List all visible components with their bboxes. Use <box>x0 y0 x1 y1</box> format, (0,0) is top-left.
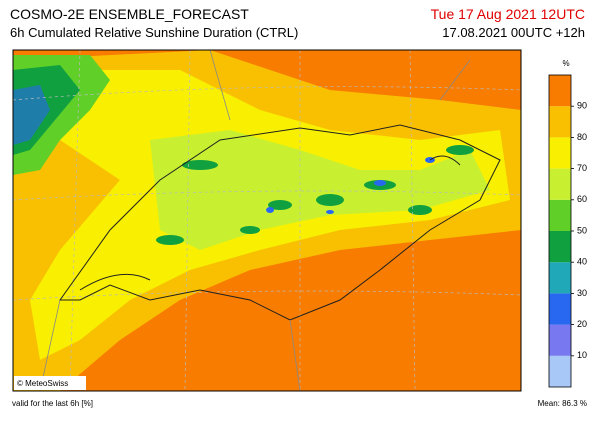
footer-note: valid for the last 6h [%] <box>12 399 93 408</box>
colorbar-tick-label: 90 <box>577 101 587 111</box>
colorbar-tick-label: 30 <box>577 288 587 298</box>
colorbar-swatch <box>549 106 571 138</box>
credit: © MeteoSwiss <box>17 379 68 388</box>
title: COSMO-2E ENSEMBLE_FORECAST <box>10 6 249 22</box>
valid-time: Tue 17 Aug 2021 12UTC <box>431 6 585 22</box>
map: © MeteoSwiss <box>12 49 522 392</box>
colorbar-tick-label: 60 <box>577 194 587 204</box>
colorbar-swatch <box>549 75 571 107</box>
colorbar-swatch <box>549 231 571 263</box>
colorbar-swatch <box>549 355 571 387</box>
footer-mean: Mean: 86.3 % <box>538 399 587 408</box>
colorbar-swatch <box>549 137 571 169</box>
colorbar-tick-label: 80 <box>577 132 587 142</box>
colorbar-swatch <box>549 324 571 356</box>
subtitle: 6h Cumulated Relative Sunshine Duration … <box>10 25 298 40</box>
colorbar-swatch <box>549 293 571 325</box>
colorbar-tick-label: 40 <box>577 257 587 267</box>
colorbar-unit: % <box>562 59 569 68</box>
colorbar-swatch <box>549 168 571 200</box>
colorbar-tick-label: 50 <box>577 225 587 235</box>
run-time: 17.08.2021 00UTC +12h <box>442 25 585 40</box>
colorbar-tick-label: 20 <box>577 319 587 329</box>
colorbar-tick-label: 70 <box>577 163 587 173</box>
colorbar-tick-label: 10 <box>577 350 587 360</box>
colorbar: % 10 20 30 40 50 60 70 80 90 <box>548 59 587 388</box>
colorbar-swatch <box>549 199 571 231</box>
colorbar-swatch <box>549 262 571 294</box>
